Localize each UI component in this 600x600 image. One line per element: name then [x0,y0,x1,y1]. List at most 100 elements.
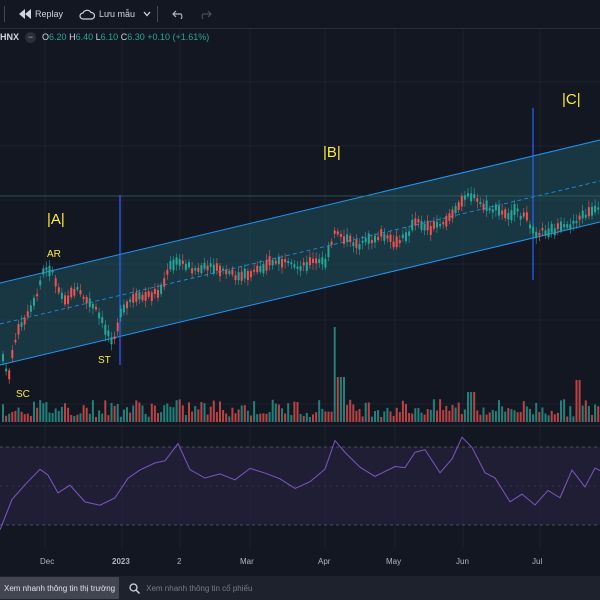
volume-bar [200,402,203,422]
candle-body [79,290,82,295]
volume-bar [259,413,262,422]
symbol-legend: HNX − O6.20 H6.40 L6.10 C6.30 +0.10 (+1.… [0,30,209,44]
candle-body [473,194,476,199]
volume-bar [333,327,336,422]
candle-body [191,268,194,274]
volume-bar [36,407,39,422]
volume-bar [98,410,101,422]
undo-button[interactable] [166,3,192,25]
candle-body [442,222,445,225]
save-dropdown-button[interactable] [141,3,153,25]
channel-mid-line [0,180,600,325]
candle-body [463,195,466,200]
volume-bar [389,411,392,422]
volume-bar [507,408,510,422]
save-template-button[interactable]: Lưu mẫu [73,3,141,25]
candle-body [336,231,339,235]
volume-bar [566,416,569,422]
volume-bar [476,410,479,422]
volume-bar [253,401,256,422]
redo-button[interactable] [192,3,218,25]
replay-button[interactable]: Replay [13,3,69,25]
volume-bar [14,410,17,422]
volume-bar [54,408,57,422]
candle-body [175,257,178,265]
volume-bar [181,405,184,422]
volume-bar [271,399,274,422]
volume-bar [361,416,364,422]
volume-bar [293,401,296,422]
collapse-legend-button[interactable]: − [25,31,37,43]
volume-bar [519,411,522,422]
channel-upper-line [0,139,600,284]
candle-body [212,264,215,274]
sc-label: SC [16,389,30,400]
candle-body [553,228,556,236]
volume-bar [225,413,228,422]
volume-bar [129,412,132,422]
st-label: ST [98,355,111,366]
candle-body [85,297,88,304]
candle-body [460,195,463,207]
candle-body [287,260,290,264]
candle-body [566,224,569,228]
volume-bar [414,408,417,422]
candle-body [535,231,538,238]
candle-body [392,241,395,248]
volume-bar [48,412,51,422]
candle-body [259,265,262,272]
close-value: 6.30 [127,32,145,42]
volume-bar [346,404,349,422]
volume-bar [39,400,42,422]
volume-bar [463,409,466,422]
volume-bar [594,404,597,422]
volume-bar [442,410,445,422]
candle-body [122,304,125,313]
volume-bar [473,392,476,422]
candle-body [597,207,600,210]
candle-body [150,292,153,301]
volume-bar [76,414,79,422]
volume-bar [330,411,333,422]
candle-body [516,208,519,212]
volume-bar [541,407,544,422]
candle-body [113,336,116,340]
volume-bar [386,407,389,422]
candle-body [188,262,190,268]
volume-bar [454,407,457,422]
volume-bar [33,401,35,422]
candle-body [91,303,94,309]
candle-body [290,262,293,265]
volume-bar [2,404,4,422]
candle-body [352,242,355,247]
market-overview-button[interactable]: Xem nhanh thông tin thị trường [0,577,120,599]
volume-bar [184,415,187,422]
volume-bar [513,410,516,422]
candle-body [429,225,432,235]
stock-search[interactable]: Xem nhanh thông tin cổ phiếu [129,582,252,594]
volume-bar [544,413,547,422]
candle-body [5,368,8,372]
volume-bar [191,411,194,422]
candle-body [225,269,228,275]
volume-bar [470,392,473,422]
volume-bar [569,406,572,422]
candle-body [405,232,407,242]
volume-bar [64,403,66,422]
candle-body [426,220,429,231]
volume-bar [256,414,259,422]
candle-body [501,210,504,215]
volume-bar [26,413,29,422]
candle-body [60,292,63,299]
volume-bar [355,410,358,422]
volume-bar [290,415,293,422]
candle-body [445,215,448,227]
volume-bar [215,411,218,422]
volume-bar [29,415,32,422]
volume-bar [5,415,8,422]
volume-bar [299,413,302,422]
candle-body [231,269,234,275]
low-value: 6.10 [100,32,119,42]
volume-bar [262,413,265,422]
